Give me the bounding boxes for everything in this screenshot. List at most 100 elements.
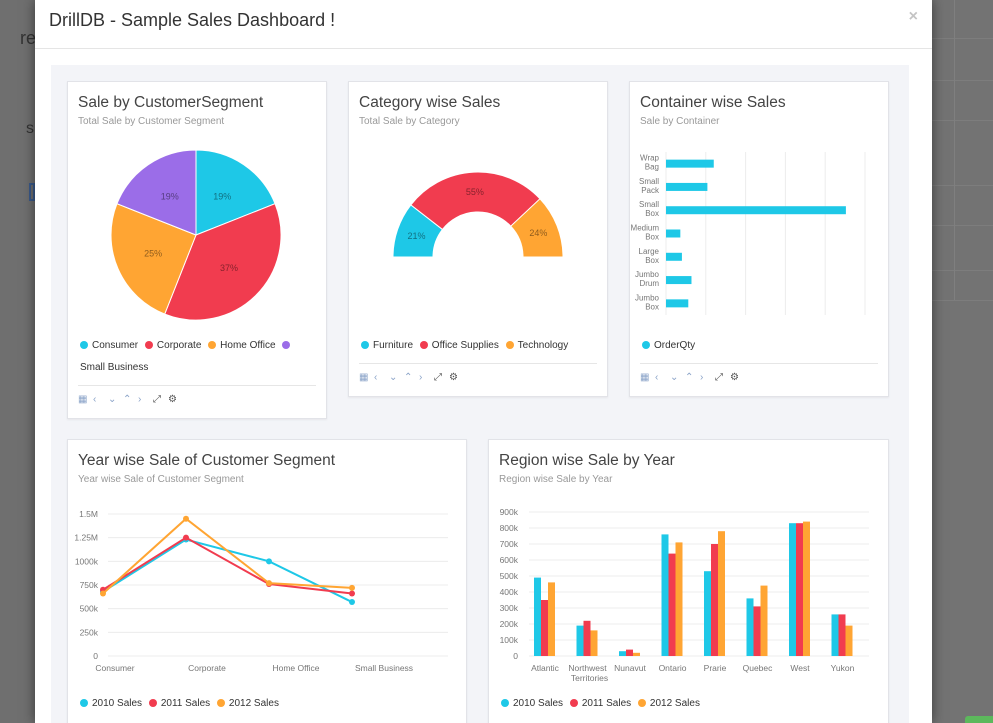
- x-tick-label: Home Office: [272, 663, 319, 673]
- chart-legend: OrderQty: [642, 335, 878, 357]
- legend-dot: [80, 698, 88, 707]
- expand-icon[interactable]: ⤢: [715, 372, 723, 383]
- settings-icon[interactable]: ⚙: [730, 372, 739, 383]
- y-tick-label-line: Box: [645, 256, 659, 265]
- chevron-left-icon[interactable]: ‹: [655, 372, 659, 383]
- bar: [746, 598, 754, 656]
- x-tick-label-line: West: [790, 663, 810, 673]
- chevron-down-icon[interactable]: ⌄: [389, 372, 398, 383]
- legend-item-small-business[interactable]: Small Business: [80, 357, 148, 379]
- chevron-up-icon[interactable]: ⌃: [123, 394, 132, 405]
- bar: [541, 600, 548, 656]
- chevron-up-icon[interactable]: ⌃: [404, 372, 413, 383]
- pie-slice-label: 37%: [220, 263, 238, 273]
- pie-slice-label: 19%: [213, 191, 231, 201]
- chart-legend: Furniture Office Supplies Technology: [361, 335, 597, 357]
- backdrop-icon: [29, 183, 35, 201]
- chart-toolbar: ▦ ‹ ⌄ ⌃ › ⤢ ⚙: [640, 363, 878, 393]
- series-line: [102, 538, 353, 603]
- donut-slice: [410, 171, 541, 231]
- table-icon[interactable]: ▦: [359, 372, 369, 383]
- x-tick-label-line: Prarie: [704, 663, 727, 673]
- data-point: [349, 590, 355, 597]
- y-tick-label: 0: [513, 651, 518, 661]
- chevron-left-icon[interactable]: ‹: [93, 394, 97, 405]
- legend-item-2012[interactable]: 2012 Sales: [637, 693, 700, 715]
- table-icon[interactable]: ▦: [78, 394, 88, 405]
- modal-header: DrillDB - Sample Sales Dashboard ! ×: [35, 0, 932, 49]
- bar: [666, 206, 846, 215]
- legend-label: Office Supplies: [431, 340, 499, 351]
- x-tick-label-line: Nunavut: [614, 663, 646, 673]
- y-tick-label-line: Small: [639, 200, 659, 209]
- chevron-left-icon[interactable]: ‹: [374, 372, 378, 383]
- bar: [711, 544, 718, 656]
- x-tick-label: Corporate: [188, 663, 226, 673]
- y-tick-label: 600k: [500, 555, 519, 565]
- x-tick-label: West: [790, 663, 810, 673]
- legend-dot: [208, 340, 217, 349]
- bar: [668, 553, 676, 656]
- bar: [753, 606, 761, 656]
- settings-icon[interactable]: ⚙: [449, 372, 458, 383]
- expand-icon[interactable]: ⤢: [434, 372, 442, 383]
- legend-item-2011[interactable]: 2011 Sales: [569, 693, 631, 715]
- y-tick-label: 800k: [500, 523, 519, 533]
- chevron-right-icon[interactable]: ›: [700, 372, 704, 383]
- legend-item-2012[interactable]: 2012 Sales: [216, 693, 279, 715]
- chevron-right-icon[interactable]: ›: [419, 372, 423, 383]
- legend-item-furniture[interactable]: Furniture: [361, 335, 413, 357]
- legend-label: Home Office: [220, 340, 276, 351]
- y-tick-label: 100k: [500, 635, 519, 645]
- bar: [633, 652, 640, 656]
- bar: [626, 649, 633, 656]
- bar: [548, 582, 555, 656]
- y-tick-label-line: Medium: [631, 224, 660, 233]
- bar: [666, 252, 682, 261]
- legend-item-consumer[interactable]: Consumer: [80, 335, 138, 357]
- legend-label: Small Business: [80, 362, 149, 373]
- legend-item-2010[interactable]: 2010 Sales: [80, 693, 142, 715]
- legend-label: Consumer: [92, 340, 139, 351]
- settings-icon[interactable]: ⚙: [168, 394, 177, 405]
- table-icon[interactable]: ▦: [640, 372, 650, 383]
- legend-item-office-supplies[interactable]: Office Supplies: [419, 335, 499, 357]
- y-tick-label: 900k: [500, 507, 519, 517]
- legend-item-home-office[interactable]: Home Office: [208, 335, 276, 357]
- y-tick-label: 700k: [500, 539, 519, 549]
- chevron-down-icon[interactable]: ⌄: [670, 372, 679, 383]
- x-tick-label: Small Business: [355, 663, 413, 673]
- legend-item-2011[interactable]: 2011 Sales: [148, 693, 210, 715]
- data-point: [183, 515, 189, 522]
- y-tick-label-line: Wrap: [640, 154, 660, 163]
- chevron-right-icon[interactable]: ›: [138, 394, 142, 405]
- y-tick-label-line: Jumbo: [635, 293, 660, 302]
- chevron-down-icon[interactable]: ⌄: [108, 394, 117, 405]
- expand-icon[interactable]: ⤢: [153, 394, 161, 405]
- bar: [831, 614, 839, 656]
- close-icon[interactable]: ×: [908, 8, 918, 25]
- data-point: [183, 534, 189, 541]
- x-tick-label-line: Yukon: [831, 663, 855, 673]
- legend-label: Furniture: [373, 340, 414, 351]
- chevron-up-icon[interactable]: ⌃: [685, 372, 694, 383]
- y-tick-label: 300k: [500, 603, 519, 613]
- x-tick-label: Nunavut: [614, 663, 646, 673]
- legend-item-2010[interactable]: 2010 Sales: [501, 693, 563, 715]
- legend-dot: [501, 698, 509, 707]
- legend-item-orderqty[interactable]: OrderQty: [642, 335, 695, 357]
- legend-dot: [144, 340, 153, 349]
- legend-label: Technology: [517, 340, 569, 351]
- legend-dot: [505, 340, 514, 349]
- dashboard-area: Sale by CustomerSegment Total Sale by Cu…: [51, 65, 909, 723]
- card-title: Category wise Sales: [359, 94, 501, 111]
- legend-item-small-business-marker[interactable]: [282, 335, 294, 357]
- bar: [718, 531, 725, 656]
- legend-dot: [361, 340, 369, 349]
- card-region-sales: Region wise Sale by Year Region wise Sal…: [488, 439, 889, 723]
- x-tick-label-line: Quebec: [743, 663, 774, 673]
- x-tick-label-line: Territories: [571, 673, 608, 682]
- legend-item-technology[interactable]: Technology: [505, 335, 569, 357]
- legend-label: 2010 Sales: [513, 698, 564, 709]
- legend-item-corporate[interactable]: Corporate: [144, 335, 201, 357]
